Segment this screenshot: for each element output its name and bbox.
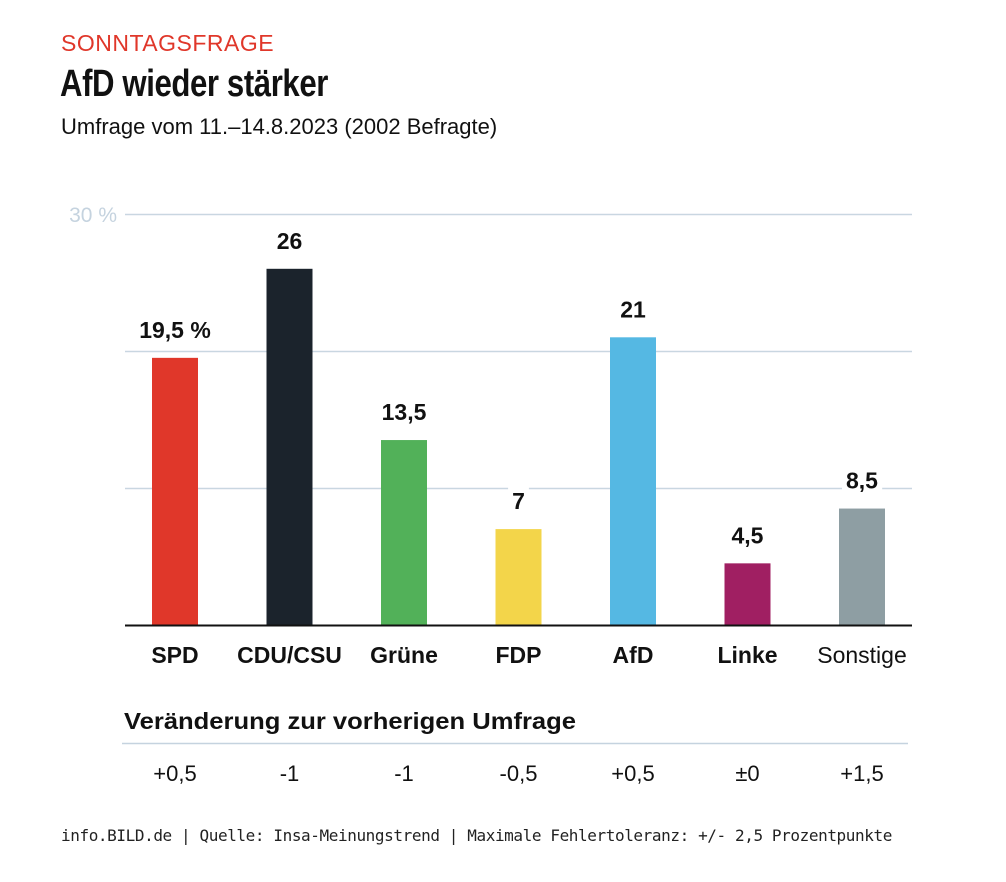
change-value: +1,5 xyxy=(840,761,883,786)
category-label: SPD xyxy=(151,642,198,668)
source-footer: info.BILD.de | Quelle: Insa-Meinungstren… xyxy=(61,826,892,845)
change-value: -1 xyxy=(280,761,300,786)
change-section-title: Veränderung zur vorherigen Umfrage xyxy=(124,708,576,734)
category-label: Linke xyxy=(717,642,777,668)
value-label: 26 xyxy=(277,228,303,254)
change-value: ±0 xyxy=(735,761,759,786)
value-labels: 19,5 % 26 13,5 7 21 4,5 8,5 xyxy=(135,226,883,550)
value-label-background xyxy=(135,315,215,344)
bar-cdu-csu xyxy=(266,268,313,625)
change-values: +0,5 -1 -1 -0,5 +0,5 ±0 +1,5 xyxy=(153,761,883,786)
category-labels: SPD CDU/CSU Grüne FDP AfD Linke Sonstige xyxy=(151,642,906,668)
value-label-background xyxy=(508,487,529,516)
chart-subtitle: Umfrage vom 11.–14.8.2023 (2002 Befragte… xyxy=(61,114,498,139)
chart-title: AfD wieder stärker xyxy=(60,63,328,105)
value-label: 4,5 xyxy=(732,522,764,548)
value-label-background xyxy=(727,521,768,550)
value-label: 19,5 % xyxy=(139,317,211,343)
bar-fdp xyxy=(495,529,542,625)
bar-sonstige xyxy=(839,508,885,625)
value-label-background xyxy=(842,466,883,495)
category-label: Grüne xyxy=(370,642,438,668)
category-label: FDP xyxy=(496,642,542,668)
value-label-background xyxy=(377,398,431,427)
category-label: AfD xyxy=(613,642,654,668)
change-value: +0,5 xyxy=(153,761,196,786)
value-label: 7 xyxy=(512,488,525,514)
value-label: 8,5 xyxy=(846,468,878,494)
change-value: -1 xyxy=(394,761,414,786)
bar-spd xyxy=(152,357,198,625)
value-label-background xyxy=(272,226,307,255)
y-tick-label: 30 % xyxy=(69,204,117,227)
category-label: Sonstige xyxy=(817,642,907,668)
change-value: -0,5 xyxy=(500,761,538,786)
kicker: SONNTAGSFRAGE xyxy=(61,30,275,56)
change-value: +0,5 xyxy=(611,761,654,786)
value-label: 13,5 xyxy=(382,399,427,425)
bar-linke xyxy=(724,563,771,625)
bar-gr-ne xyxy=(381,440,427,625)
gridlines xyxy=(125,213,912,490)
category-label: CDU/CSU xyxy=(237,642,342,668)
value-label-background xyxy=(616,295,650,324)
bar-afd xyxy=(610,337,656,625)
value-label: 21 xyxy=(620,296,646,322)
bars xyxy=(152,268,885,625)
